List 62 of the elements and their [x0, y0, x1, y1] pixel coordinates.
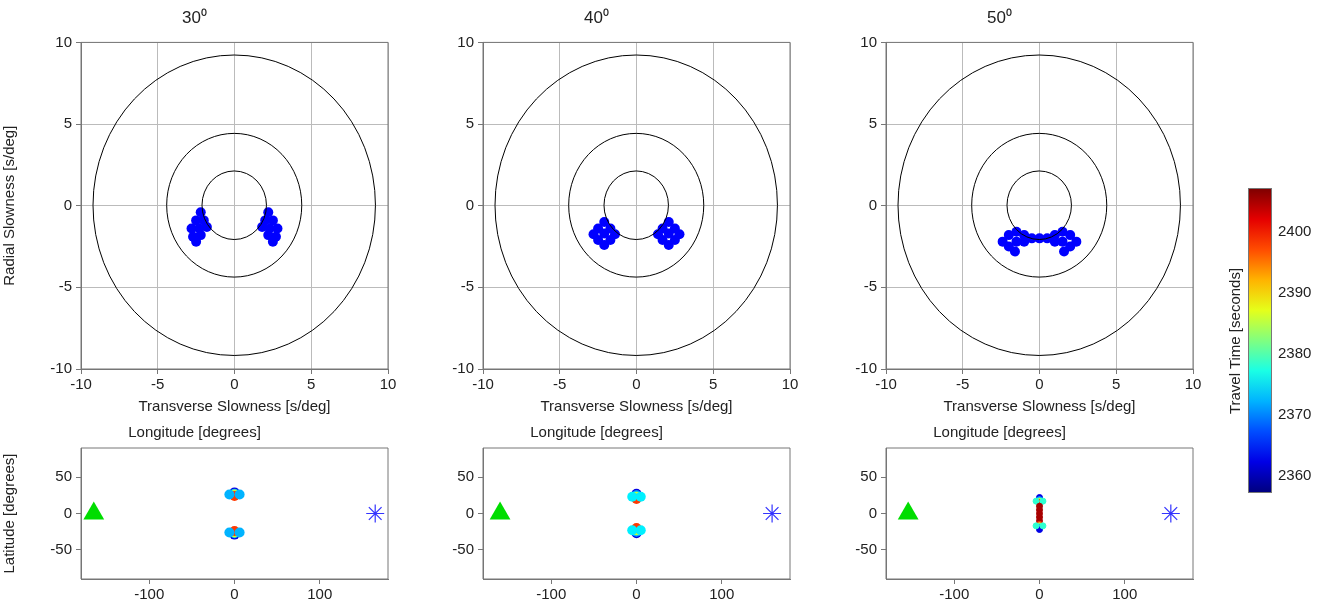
- x-axis-title: Longitude [degrees]: [128, 423, 261, 441]
- chart-title: 50⁰: [987, 7, 1012, 27]
- y-tick-label: -50: [452, 540, 474, 558]
- y-tick-label: 50: [860, 467, 877, 485]
- x-tick-label: 0: [230, 585, 239, 603]
- x-tick-label: 10: [1184, 375, 1202, 393]
- x-axis-title: Transverse Slowness [s/deg]: [540, 397, 733, 415]
- y-tick-label: 0: [63, 503, 72, 521]
- x-axis-title: Longitude [degrees]: [933, 423, 1066, 441]
- x-tick-label: 100: [1112, 585, 1138, 603]
- y-tick-label: -50: [855, 540, 877, 558]
- y-tick-label: 0: [465, 195, 474, 213]
- x-tick-label: -5: [151, 375, 165, 393]
- y-tick-label: 0: [63, 195, 72, 213]
- y-tick-label: -50: [50, 540, 72, 558]
- y-tick-label: -10: [50, 359, 72, 377]
- y-tick-label: -5: [58, 277, 72, 295]
- x-tick-label: 0: [230, 375, 239, 393]
- x-axis-title: Transverse Slowness [s/deg]: [138, 397, 331, 415]
- y-tick-label: 0: [465, 503, 474, 521]
- chart-title: 30⁰: [182, 7, 207, 27]
- y-tick-label: 5: [63, 114, 72, 132]
- x-tick-label: 0: [632, 585, 641, 603]
- x-tick-label: 0: [1035, 585, 1044, 603]
- y-tick-label: -5: [460, 277, 474, 295]
- chart-title: 40⁰: [584, 7, 609, 27]
- y-tick-label: 50: [457, 467, 474, 485]
- x-tick-label: -100: [134, 585, 165, 603]
- x-tick-label: -100: [536, 585, 567, 603]
- x-tick-label: 0: [1035, 375, 1044, 393]
- x-tick-label: 10: [379, 375, 397, 393]
- color-bar-label: 2400: [1278, 220, 1312, 241]
- color-bar-title: Travel Time [seconds]: [1225, 267, 1243, 414]
- y-tick-label: -5: [863, 277, 877, 295]
- color-bar-label: 2380: [1278, 342, 1312, 363]
- y-tick-label: 10: [457, 32, 474, 50]
- x-tick-label: -5: [956, 375, 970, 393]
- x-tick-label: 100: [307, 585, 333, 603]
- y-tick-label: 10: [860, 32, 877, 50]
- y-tick-label: -10: [452, 359, 474, 377]
- x-tick-label: -5: [553, 375, 567, 393]
- x-tick-label: 0: [632, 375, 641, 393]
- x-axis-title: Longitude [degrees]: [530, 423, 663, 441]
- color-bar-label: 2390: [1278, 281, 1312, 302]
- x-tick-label: 100: [709, 585, 735, 603]
- x-tick-label: 5: [307, 375, 316, 393]
- color-bar-label: 2360: [1278, 464, 1312, 485]
- y-tick-label: 0: [868, 503, 877, 521]
- x-tick-label: -100: [939, 585, 970, 603]
- y-axis-title: Radial Slowness [s/deg]: [0, 125, 18, 286]
- x-tick-label: 5: [1112, 375, 1121, 393]
- y-tick-label: 50: [55, 467, 72, 485]
- y-tick-label: 5: [868, 114, 877, 132]
- y-tick-label: 10: [55, 32, 72, 50]
- color-bar-label: 2370: [1278, 403, 1312, 424]
- y-tick-label: -10: [855, 359, 877, 377]
- x-axis-title: Transverse Slowness [s/deg]: [943, 397, 1136, 415]
- y-axis-title: Latitude [degrees]: [0, 453, 18, 574]
- y-tick-label: 5: [465, 114, 474, 132]
- x-tick-label: 5: [709, 375, 718, 393]
- x-tick-label: 10: [781, 375, 799, 393]
- y-tick-label: 0: [868, 195, 877, 213]
